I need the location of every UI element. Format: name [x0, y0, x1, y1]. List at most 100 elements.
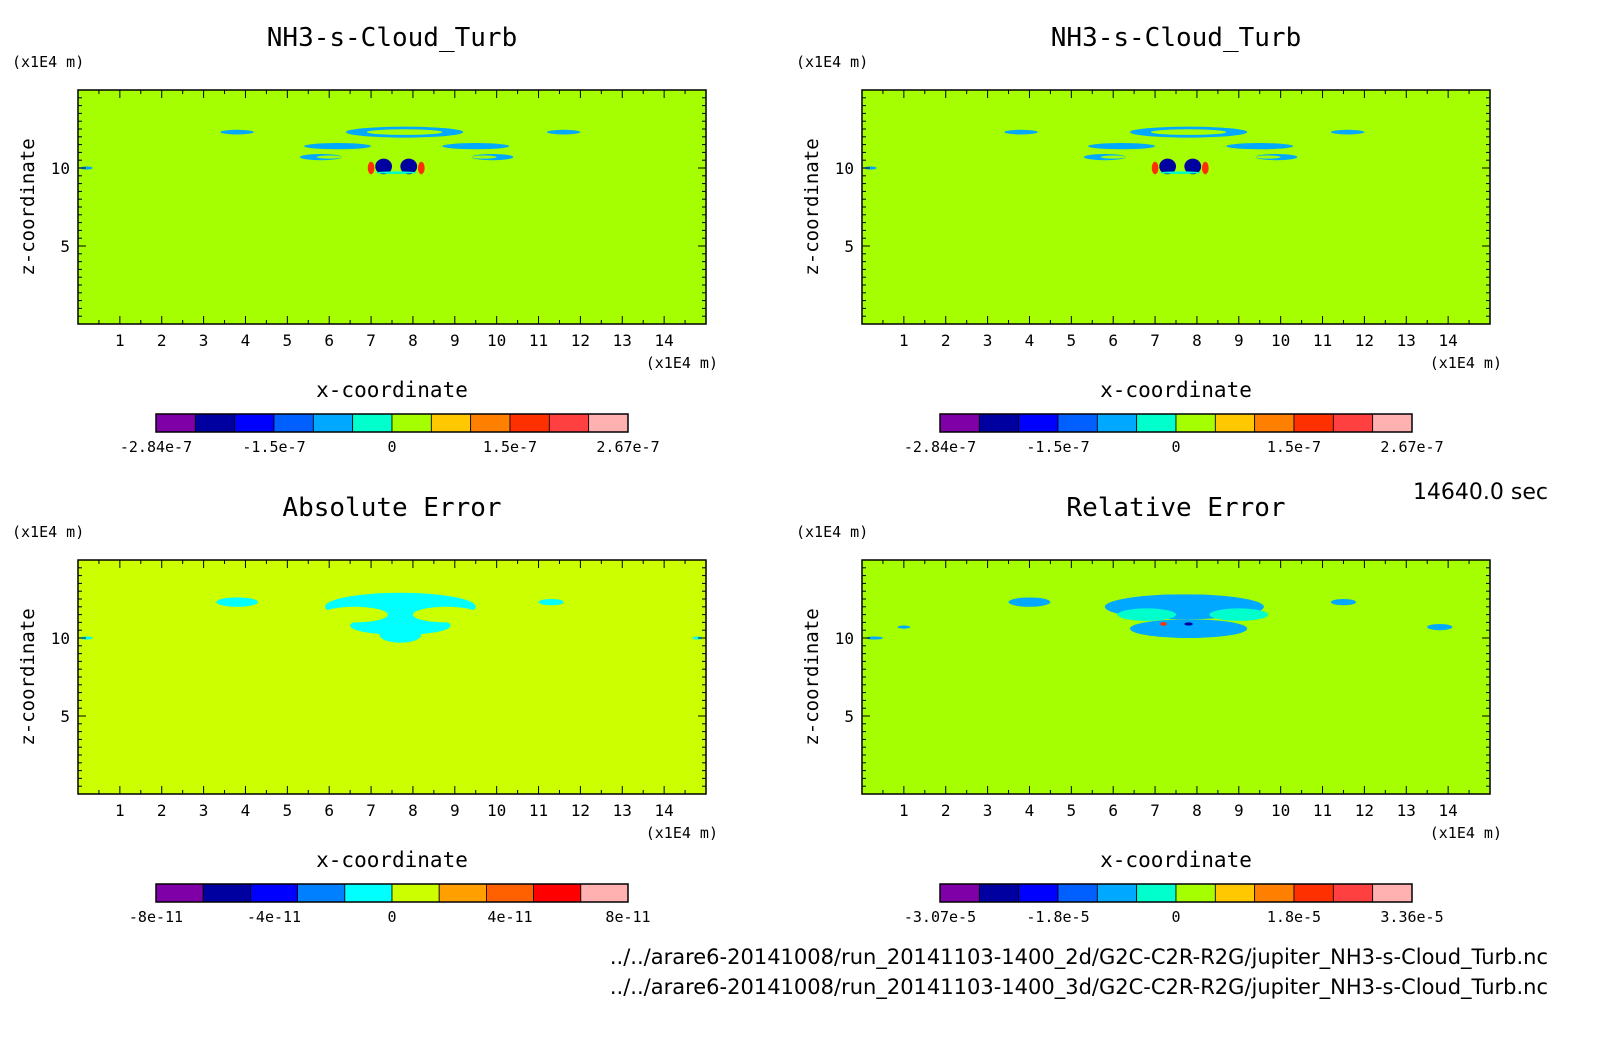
contour-region: [1008, 597, 1051, 607]
y-tick-label: 10: [51, 159, 70, 178]
x-tick-label: 1: [115, 801, 125, 820]
colorbar-swatch: [249, 883, 298, 903]
contour-region: [1226, 143, 1294, 150]
chart-title: Relative Error: [1066, 493, 1285, 523]
colorbar-swatch: [155, 413, 196, 433]
contour-region: [1184, 158, 1202, 175]
x-tick-label: 14: [1439, 801, 1458, 820]
colorbar-frame: [155, 413, 629, 433]
chart-title: NH3-s-Cloud_Turb: [1051, 23, 1301, 53]
x-unit-label: (x1E4 m): [1430, 824, 1502, 842]
colorbar-swatch: [391, 413, 432, 433]
x-tick-label: 14: [1439, 331, 1458, 350]
contour-region: [1255, 155, 1281, 159]
colorbar-swatch: [1332, 413, 1374, 433]
contour-region: [546, 129, 581, 135]
contour-region: [320, 606, 388, 623]
colorbar-swatch: [312, 413, 354, 433]
colorbar-swatch: [1372, 883, 1413, 903]
x-tick-label: 2: [157, 331, 167, 350]
colorbar-swatch: [1096, 883, 1138, 903]
plot-area: [862, 90, 1490, 324]
x-tick-label: 6: [1108, 331, 1118, 350]
x-tick-label: 12: [571, 801, 590, 820]
colorbar-frame: [155, 883, 629, 903]
contour-region: [375, 171, 418, 174]
contour-region: [220, 129, 254, 135]
colorbar-swatch: [1175, 883, 1216, 903]
colorbar-swatch: [438, 883, 487, 903]
colorbar-swatch: [194, 413, 236, 433]
x-tick-label: 4: [1025, 801, 1035, 820]
colorbar-swatch: [1057, 413, 1098, 433]
colorbar-swatch: [344, 883, 393, 903]
x-tick-label: 13: [613, 331, 632, 350]
y-unit-label: (x1E4 m): [12, 523, 84, 541]
x-tick-label: 11: [1313, 801, 1332, 820]
x-tick-label: 1: [899, 331, 909, 350]
colorbar-swatch: [580, 883, 629, 903]
x-tick-label: 12: [1355, 331, 1374, 350]
colorbar-swatch: [1057, 883, 1098, 903]
x-tick-label: 1: [899, 801, 909, 820]
colorbar-tick-label: -2.84e-7: [904, 438, 976, 456]
chart-title: Absolute Error: [282, 493, 501, 523]
x-unit-label: (x1E4 m): [646, 824, 718, 842]
colorbar-frame: [939, 883, 1413, 903]
x-tick-label: 7: [1150, 801, 1160, 820]
colorbar-tick-label: -2.84e-7: [120, 438, 192, 456]
contour-region: [1088, 143, 1156, 150]
colorbar-swatch: [1214, 883, 1256, 903]
x-tick-label: 4: [241, 801, 251, 820]
chart-panel-4: Relative Error(x1E4 m)1 2 3 4 5 6 7 8 9 10 11 12 13 1…: [796, 493, 1502, 926]
x-tick-label: 8: [1192, 801, 1202, 820]
y-tick-label: 5: [844, 707, 854, 726]
x-tick-label: 5: [283, 801, 293, 820]
colorbar-swatch: [297, 883, 346, 903]
x-tick-label: 9: [450, 801, 460, 820]
contour-region: [412, 606, 480, 623]
colorbar-tick-label: 4e-11: [487, 908, 532, 926]
y-tick-label: 10: [835, 159, 854, 178]
y-axis-label: z-coordinate: [801, 138, 823, 275]
colorbar-swatch: [1254, 413, 1295, 433]
colorbar-swatch: [1136, 883, 1177, 903]
contour-region: [866, 636, 883, 640]
contour-region: [1150, 129, 1227, 135]
x-unit-label: (x1E4 m): [1430, 354, 1502, 372]
contour-region: [366, 129, 443, 135]
x-tick-label: 3: [199, 801, 209, 820]
contour-region: [1330, 599, 1357, 606]
x-tick-label: 2: [941, 331, 951, 350]
x-tick-label: 11: [1313, 331, 1332, 350]
colorbar-tick-label: 1.8e-5: [1267, 908, 1321, 926]
x-tick-label: 10: [487, 801, 506, 820]
colorbar-swatch: [588, 413, 629, 433]
x-tick-label: 12: [571, 331, 590, 350]
x-tick-label: 2: [157, 801, 167, 820]
contour-region: [304, 143, 372, 150]
colorbar-swatch: [202, 883, 251, 903]
contour-region: [1129, 619, 1248, 638]
x-tick-label: 14: [655, 331, 674, 350]
contour-region: [1184, 622, 1193, 626]
x-axis-label: x-coordinate: [316, 848, 468, 872]
x-tick-label: 6: [324, 331, 334, 350]
colorbar-tick-label: -1.5e-7: [242, 438, 305, 456]
y-tick-label: 5: [60, 237, 70, 256]
colorbar-tick-label: 0: [1171, 908, 1180, 926]
footer-path-3d: ../../arare6-20141008/run_20141103-1400_…: [609, 975, 1548, 999]
y-unit-label: (x1E4 m): [12, 53, 84, 71]
colorbar-swatch: [155, 883, 204, 903]
y-unit-label: (x1E4 m): [796, 523, 868, 541]
x-tick-label: 6: [1108, 801, 1118, 820]
contour-region: [1117, 608, 1176, 621]
y-tick-label: 5: [60, 707, 70, 726]
colorbar-swatch: [485, 883, 534, 903]
x-tick-label: 4: [1025, 331, 1035, 350]
x-tick-label: 14: [655, 801, 674, 820]
y-axis-label: z-coordinate: [17, 608, 39, 745]
contour-region: [1201, 161, 1209, 175]
colorbar-swatch: [509, 413, 550, 433]
x-tick-label: 9: [1234, 801, 1244, 820]
